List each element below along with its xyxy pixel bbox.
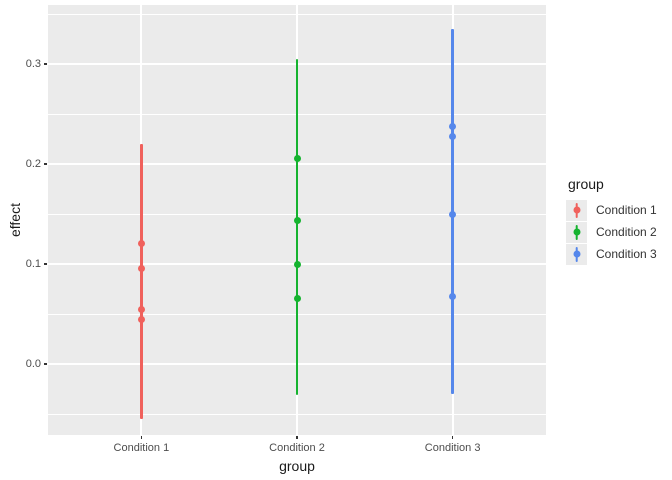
legend-key [566, 243, 587, 265]
x-tick-mark [296, 436, 298, 439]
x-axis-title: group [279, 458, 315, 474]
data-point [293, 154, 301, 162]
legend-pointrange-dot [573, 206, 580, 214]
data-point [293, 294, 301, 302]
data-point [449, 132, 457, 140]
data-point [137, 239, 145, 247]
y-tick-mark [44, 163, 47, 165]
x-tick-mark [140, 436, 142, 439]
y-tick-label: 0.2 [25, 158, 41, 170]
data-point [449, 210, 457, 218]
y-axis-title: effect [7, 203, 23, 237]
y-tick-label: 0.0 [25, 358, 41, 370]
legend-item: Condition 1 [566, 199, 657, 221]
legend-item: Condition 3 [566, 243, 657, 265]
y-tick-label: 0.1 [25, 258, 41, 270]
data-point [449, 122, 457, 130]
legend-label: Condition 2 [596, 225, 657, 239]
y-tick-mark [44, 263, 47, 265]
x-tick-label: Condition 3 [424, 442, 481, 454]
y-tick-label: 0.3 [25, 58, 41, 70]
legend-label: Condition 3 [596, 247, 657, 261]
data-point [449, 292, 457, 300]
data-point [137, 264, 145, 272]
range-line [295, 59, 299, 395]
legend-key [566, 199, 587, 221]
y-tick-mark [44, 363, 47, 365]
legend-pointrange-dot [573, 228, 580, 236]
legend-pointrange-dot [573, 250, 580, 258]
data-point [137, 305, 145, 313]
data-point [293, 216, 301, 224]
range-line [140, 144, 143, 419]
x-tick-label: Condition 1 [113, 442, 170, 454]
legend-title: group [568, 176, 604, 192]
legend-items: Condition 1 Condition 2 Condition 3 [566, 199, 657, 265]
legend-label: Condition 1 [596, 203, 657, 217]
y-tick-mark [44, 63, 47, 65]
legend-key [566, 221, 587, 243]
plot-panel [48, 5, 546, 435]
data-point [137, 315, 145, 323]
legend: group Condition 1 Condition 2 Condition 3 [566, 176, 657, 265]
legend-item: Condition 2 [566, 221, 657, 243]
x-tick-mark [452, 436, 454, 439]
data-point [293, 260, 301, 268]
x-tick-label: Condition 2 [269, 442, 325, 454]
